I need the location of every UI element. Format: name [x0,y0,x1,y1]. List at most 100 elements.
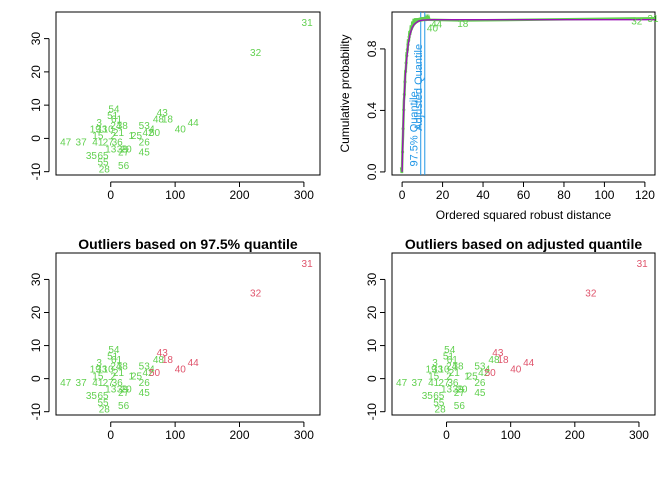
point-label: 55 [97,158,109,169]
point-label: 50 [149,128,161,139]
point-label: 35 [422,391,434,402]
point-label: 41 [92,138,104,149]
point-label: 44 [188,118,200,129]
point-label: 39 [117,144,129,155]
point-label: 56 [454,401,466,412]
point-label: 21 [113,128,125,139]
point-label: 31 [302,18,314,29]
point-label: 42 [143,368,155,379]
x-tick-label: 40 [476,188,490,202]
point-label: 48 [153,114,165,125]
outlier-point-label: 44 [188,358,200,369]
outlier-point-label: 50 [485,368,497,379]
point-label: 20 [121,144,133,155]
y-tick-label: 10 [29,98,43,112]
x-tick-label: 100 [594,188,614,202]
quantile-label: Adjusted Quantile [413,44,425,131]
point-label: 1 [129,131,135,142]
x-tick-label: 200 [565,428,585,442]
point-label: 51 [107,111,119,122]
point-label: 24 [110,121,122,132]
point-label: 40 [175,124,187,135]
point-label: 65 [97,151,109,162]
point-label: 39 [117,385,129,396]
theoretical-cdf-line [401,19,655,172]
point-label: 27 [118,388,130,399]
outlier-point-label: 40 [510,365,522,376]
point-label: 36 [112,138,124,149]
y-tick-label: 0 [29,375,43,382]
outlier-point-label: 31 [302,259,314,270]
point-label: 25 [467,371,479,382]
point-label: 37 [76,138,88,149]
plot-frame [55,252,321,416]
outlier-point-label: 18 [162,355,174,366]
point-label: 32 [250,48,262,59]
point-label: 19 [90,124,102,135]
point-label: 18 [162,114,174,125]
y-tick-label: 10 [29,339,43,353]
point-label: 36 [447,378,459,389]
quantile-label: 97.5% Quantile [409,91,421,166]
panel-bottom-left: 0 100 200 300 -10 0 10 20 30 Outliers based on 97… [29,236,321,442]
point-label: 42 [143,128,155,139]
point-label: 13 [105,385,117,396]
point-label: 26 [139,138,151,149]
outlier-point-label: 43 [157,348,169,359]
point-label: 55 [433,398,445,409]
point-label: 54 [108,104,120,115]
outlier-point-label: 50 [149,368,161,379]
outlier-point-label: 43 [492,348,504,359]
point-label: 47 [396,378,408,389]
cdf-point-label: 44 [431,20,443,31]
point-label: 10 [103,124,115,135]
point-label: 65 [97,391,109,402]
point-label: 61 [447,355,459,366]
point-label: 27 [103,138,115,149]
point-label: 2 [446,371,452,382]
point-label: 1 [129,371,135,382]
point-label: 54 [108,345,120,356]
point-label: 45 [474,388,486,399]
point-label: 45 [139,388,151,399]
plot-frame [391,252,656,416]
x-tick-label: 300 [629,428,649,442]
plot-frame [391,11,656,176]
point-label: 35 [86,151,98,162]
point-label: 28 [99,404,111,415]
x-tick-label: 0 [107,428,114,442]
plot-frame [55,11,321,176]
cdf-point-label: 31 [647,14,659,25]
point-label: 20 [456,385,468,396]
point-label: 53 [139,121,151,132]
x-tick-label: 0 [399,188,406,202]
x-tick-label: 60 [517,188,531,202]
y-tick-label: 20 [29,65,43,79]
point-label: 47 [60,378,72,389]
point-label: 21 [449,368,461,379]
y-tick-label: 30 [29,272,43,286]
cdf-point-label: 32 [631,16,643,27]
point-label: 27 [118,148,130,159]
point-label: 13 [105,144,117,155]
x-tick-label: 100 [165,428,185,442]
point-label: 15 [428,371,440,382]
point-label: 33 [96,124,108,135]
x-tick-label: 0 [443,428,450,442]
point-label: 10 [438,365,450,376]
point-label: 51 [443,351,455,362]
y-tick-label: 0 [29,135,43,142]
chart-title: Outliers based on adjusted quantile [405,236,642,252]
point-label: 54 [444,345,456,356]
point-label: 28 [435,404,447,415]
point-label: 26 [474,378,486,389]
point-label: 2 [111,131,117,142]
panel-bottom-right: 0 100 200 300 -10 0 10 20 30 Outliers based on ad… [365,236,656,442]
x-tick-label: 300 [294,428,314,442]
empirical-cdf-line [399,13,656,174]
point-label: 4 [149,124,155,135]
point-label: 19 [90,365,102,376]
point-label: 15 [92,131,104,142]
point-label: 53 [474,361,486,372]
x-tick-label: 200 [229,428,249,442]
